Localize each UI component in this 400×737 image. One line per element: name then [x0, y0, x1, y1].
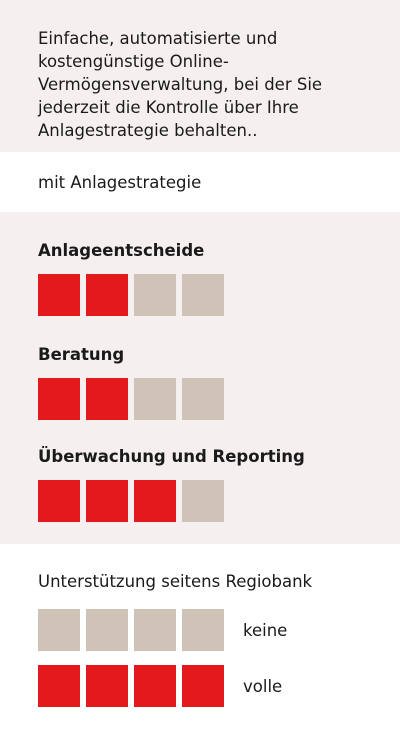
- strategy-subtitle: mit Anlagestrategie: [38, 172, 202, 192]
- criterion-beratung: Beratung: [38, 344, 362, 420]
- rating-square: [38, 665, 80, 707]
- intro-text: Einfache, automatisierte und kostengünst…: [38, 29, 323, 140]
- rating-square: [182, 609, 224, 651]
- rating-square: [86, 378, 128, 420]
- rating-square: [86, 609, 128, 651]
- criterion-title: Überwachung und Reporting: [38, 447, 305, 466]
- criterion-ueberwachung-reporting: Überwachung und Reporting: [38, 446, 362, 522]
- rating-square: [134, 609, 176, 651]
- rating-square: [134, 480, 176, 522]
- criterion-title: Anlageentscheide: [38, 241, 205, 260]
- rating-squares: [38, 480, 362, 522]
- legend-row-full: volle: [38, 665, 362, 707]
- rating-square: [182, 274, 224, 316]
- rating-square: [38, 378, 80, 420]
- legend-squares-none: [38, 609, 224, 651]
- rating-square: [134, 665, 176, 707]
- legend-label-none: keine: [243, 620, 288, 640]
- rating-square: [134, 378, 176, 420]
- rating-square: [86, 480, 128, 522]
- rating-square: [38, 274, 80, 316]
- rating-square: [86, 665, 128, 707]
- rating-square: [38, 609, 80, 651]
- legend-row-none: keine: [38, 609, 362, 651]
- criteria-section: Anlageentscheide Beratung Überwachung un…: [0, 212, 400, 544]
- rating-square: [182, 665, 224, 707]
- legend-section: Unterstützung seitens Regiobank keine vo…: [0, 544, 400, 737]
- rating-square: [86, 274, 128, 316]
- rating-squares: [38, 274, 362, 316]
- legend-squares-full: [38, 665, 224, 707]
- legend-label-full: volle: [243, 676, 283, 696]
- rating-square: [182, 480, 224, 522]
- legend-title: Unterstützung seitens Regiobank: [38, 572, 313, 591]
- rating-square: [38, 480, 80, 522]
- intro-section: Einfache, automatisierte und kostengünst…: [0, 0, 400, 152]
- rating-square: [134, 274, 176, 316]
- rating-square: [182, 378, 224, 420]
- rating-squares: [38, 378, 362, 420]
- criterion-title: Beratung: [38, 345, 125, 364]
- criterion-anlageentscheide: Anlageentscheide: [38, 240, 362, 316]
- strategy-subtitle-section: mit Anlagestrategie: [0, 152, 400, 212]
